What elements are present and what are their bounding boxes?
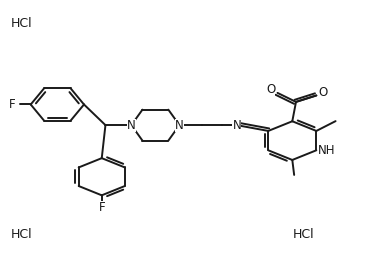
Text: F: F	[98, 201, 105, 214]
Text: HCl: HCl	[292, 228, 314, 241]
Text: NH: NH	[318, 144, 336, 157]
Text: N: N	[232, 119, 241, 132]
Text: N: N	[175, 119, 184, 132]
Text: F: F	[9, 98, 15, 111]
Text: O: O	[319, 86, 328, 99]
Text: HCl: HCl	[11, 228, 33, 241]
Text: O: O	[266, 83, 275, 96]
Text: HCl: HCl	[11, 17, 33, 30]
Text: N: N	[127, 119, 136, 132]
